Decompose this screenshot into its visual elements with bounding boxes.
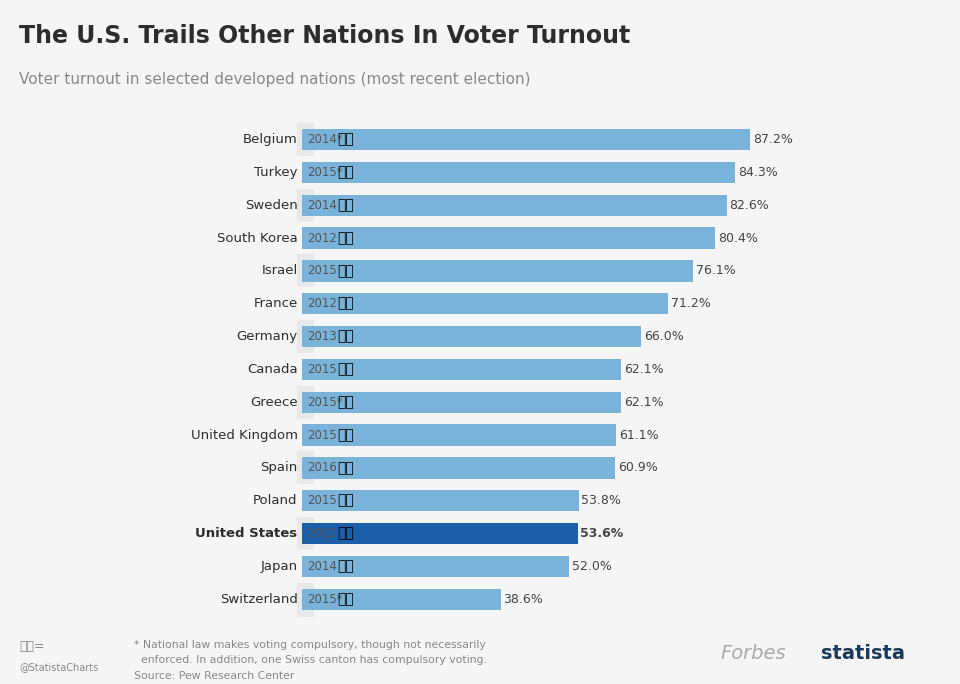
- Text: 62.1%: 62.1%: [624, 363, 663, 376]
- Bar: [298, 123, 313, 156]
- Bar: [298, 550, 313, 583]
- Text: 🇬🇧: 🇬🇧: [337, 428, 354, 442]
- Text: 2015*: 2015*: [307, 592, 343, 606]
- Bar: [298, 353, 313, 386]
- Text: Poland: Poland: [253, 494, 298, 508]
- Bar: [298, 189, 313, 222]
- Text: 2014*: 2014*: [307, 133, 343, 146]
- Text: United Kingdom: United Kingdom: [191, 428, 298, 442]
- Text: 🇰🇷: 🇰🇷: [337, 231, 354, 245]
- Text: enforced. In addition, one Swiss canton has compulsory voting.: enforced. In addition, one Swiss canton …: [134, 655, 488, 666]
- Text: 2015: 2015: [307, 494, 337, 508]
- Text: 66.0%: 66.0%: [644, 330, 684, 343]
- Text: 2012: 2012: [307, 527, 337, 540]
- Bar: [298, 386, 313, 419]
- Bar: [302, 194, 727, 216]
- Text: 🇧🇪: 🇧🇪: [337, 133, 354, 146]
- Text: 🇩🇪: 🇩🇪: [337, 330, 354, 343]
- Text: Spain: Spain: [260, 461, 298, 475]
- Bar: [298, 484, 313, 517]
- Text: 62.1%: 62.1%: [624, 395, 663, 409]
- Text: 🇯🇵: 🇯🇵: [337, 560, 354, 573]
- Text: Turkey: Turkey: [254, 166, 298, 179]
- Text: France: France: [253, 297, 298, 311]
- Text: 🇹🇷: 🇹🇷: [337, 166, 354, 179]
- Text: Israel: Israel: [261, 264, 298, 278]
- Text: United States: United States: [196, 527, 298, 540]
- Bar: [298, 320, 313, 353]
- Bar: [298, 451, 313, 484]
- Text: Forbes: Forbes: [720, 644, 785, 663]
- Bar: [302, 161, 735, 183]
- Text: 87.2%: 87.2%: [753, 133, 793, 146]
- Bar: [298, 254, 313, 287]
- Text: 🇵🇱: 🇵🇱: [337, 494, 354, 508]
- Text: 2014: 2014: [307, 198, 337, 212]
- Text: Sweden: Sweden: [245, 198, 298, 212]
- Bar: [302, 227, 715, 249]
- Text: 2012: 2012: [307, 297, 337, 311]
- Text: Switzerland: Switzerland: [220, 592, 298, 606]
- Bar: [302, 588, 501, 610]
- Text: 🇫🇷: 🇫🇷: [337, 297, 354, 311]
- Text: South Korea: South Korea: [217, 231, 298, 245]
- Text: 53.8%: 53.8%: [582, 494, 621, 508]
- Bar: [302, 326, 641, 347]
- Text: 84.3%: 84.3%: [738, 166, 778, 179]
- Text: 🇺🇸: 🇺🇸: [337, 527, 354, 540]
- Text: 2015*: 2015*: [307, 166, 343, 179]
- Text: 2016: 2016: [307, 461, 337, 475]
- Text: Belgium: Belgium: [243, 133, 298, 146]
- Bar: [302, 293, 668, 315]
- Text: 2015: 2015: [307, 363, 337, 376]
- Text: 82.6%: 82.6%: [730, 198, 769, 212]
- Bar: [298, 517, 313, 550]
- Text: Voter turnout in selected developed nations (most recent election): Voter turnout in selected developed nati…: [19, 72, 531, 87]
- Bar: [302, 358, 621, 380]
- Text: @StatistaCharts: @StatistaCharts: [19, 662, 99, 672]
- Bar: [298, 222, 313, 254]
- Bar: [302, 555, 569, 577]
- Text: 🇸🇪: 🇸🇪: [337, 198, 354, 212]
- Bar: [302, 490, 579, 512]
- Text: 2012: 2012: [307, 231, 337, 245]
- Text: 🇮🇱: 🇮🇱: [337, 264, 354, 278]
- Text: 2015: 2015: [307, 264, 337, 278]
- Text: The U.S. Trails Other Nations In Voter Turnout: The U.S. Trails Other Nations In Voter T…: [19, 24, 631, 48]
- Text: 2013: 2013: [307, 330, 337, 343]
- Text: ⓒⓘ=: ⓒⓘ=: [19, 640, 45, 653]
- Text: 🇨🇦: 🇨🇦: [337, 363, 354, 376]
- Bar: [298, 583, 313, 616]
- Text: Japan: Japan: [260, 560, 298, 573]
- Text: 38.6%: 38.6%: [503, 592, 543, 606]
- Text: 2015: 2015: [307, 428, 337, 442]
- Text: 2015*: 2015*: [307, 395, 343, 409]
- Bar: [302, 129, 751, 150]
- Text: Canada: Canada: [247, 363, 298, 376]
- Text: * National law makes voting compulsory, though not necessarily: * National law makes voting compulsory, …: [134, 640, 486, 650]
- Bar: [302, 391, 621, 413]
- Text: 60.9%: 60.9%: [617, 461, 658, 475]
- Text: 61.1%: 61.1%: [619, 428, 659, 442]
- Text: 52.0%: 52.0%: [572, 560, 612, 573]
- Bar: [302, 424, 616, 446]
- Text: Source: Pew Research Center: Source: Pew Research Center: [134, 671, 295, 681]
- Text: 🇨🇭: 🇨🇭: [337, 592, 354, 606]
- Bar: [298, 419, 313, 451]
- Text: Germany: Germany: [236, 330, 298, 343]
- Text: Greece: Greece: [250, 395, 298, 409]
- Text: 🇪🇸: 🇪🇸: [337, 461, 354, 475]
- Text: 80.4%: 80.4%: [718, 231, 757, 245]
- Text: 76.1%: 76.1%: [696, 264, 735, 278]
- Bar: [302, 260, 693, 282]
- Bar: [302, 523, 578, 544]
- Text: 71.2%: 71.2%: [671, 297, 710, 311]
- Text: 🇬🇷: 🇬🇷: [337, 395, 354, 409]
- Bar: [298, 287, 313, 320]
- Bar: [302, 457, 615, 479]
- Text: 53.6%: 53.6%: [580, 527, 623, 540]
- Bar: [298, 156, 313, 189]
- Text: statista: statista: [821, 644, 904, 663]
- Text: 2014: 2014: [307, 560, 337, 573]
